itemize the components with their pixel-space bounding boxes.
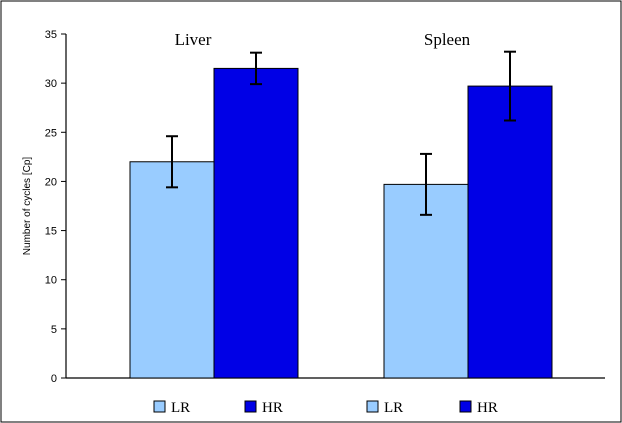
y-axis-label: Number of cycles [Cp] xyxy=(22,157,33,256)
group-label-spleen: Spleen xyxy=(424,30,471,49)
y-tick-label: 5 xyxy=(51,324,57,336)
y-tick-label: 30 xyxy=(45,78,57,90)
y-tick-label: 10 xyxy=(45,275,57,287)
error-bar-liver-hr xyxy=(250,51,262,86)
group-label-liver: Liver xyxy=(175,30,212,49)
legend-swatch xyxy=(244,400,257,413)
error-bars xyxy=(166,50,516,216)
y-axis-ticks: 0 5 10 15 20 25 30 35 xyxy=(45,29,66,385)
group-labels: Liver Spleen xyxy=(175,30,471,49)
legend-item-lr: LR xyxy=(366,400,403,416)
bar-liver-lr xyxy=(129,161,215,379)
legend-swatch xyxy=(366,400,379,413)
y-tick-label: 35 xyxy=(45,29,57,41)
legend-label: LR xyxy=(171,400,190,416)
error-bar-spleen-lr xyxy=(420,152,432,216)
legend-label: LR xyxy=(384,400,403,416)
error-bar-liver-lr xyxy=(166,135,178,189)
legend: LR HR LR HR xyxy=(153,400,498,416)
bar-liver-hr xyxy=(213,67,299,379)
y-tick-label: 25 xyxy=(45,127,57,139)
legend-label: HR xyxy=(262,400,283,416)
y-tick-label: 20 xyxy=(45,176,57,188)
legend-item-hr: HR xyxy=(244,400,283,416)
bars xyxy=(129,67,553,379)
y-tick-label: 15 xyxy=(45,226,57,238)
legend-item-lr: LR xyxy=(153,400,190,416)
legend-item-hr: HR xyxy=(459,400,498,416)
y-tick-label: 0 xyxy=(51,373,57,385)
legend-swatch xyxy=(459,400,472,413)
error-bar-spleen-hr xyxy=(504,50,516,122)
bar-spleen-hr xyxy=(467,85,553,379)
legend-swatch xyxy=(153,400,166,413)
bar-spleen-lr xyxy=(383,183,469,379)
legend-label: HR xyxy=(477,400,498,416)
